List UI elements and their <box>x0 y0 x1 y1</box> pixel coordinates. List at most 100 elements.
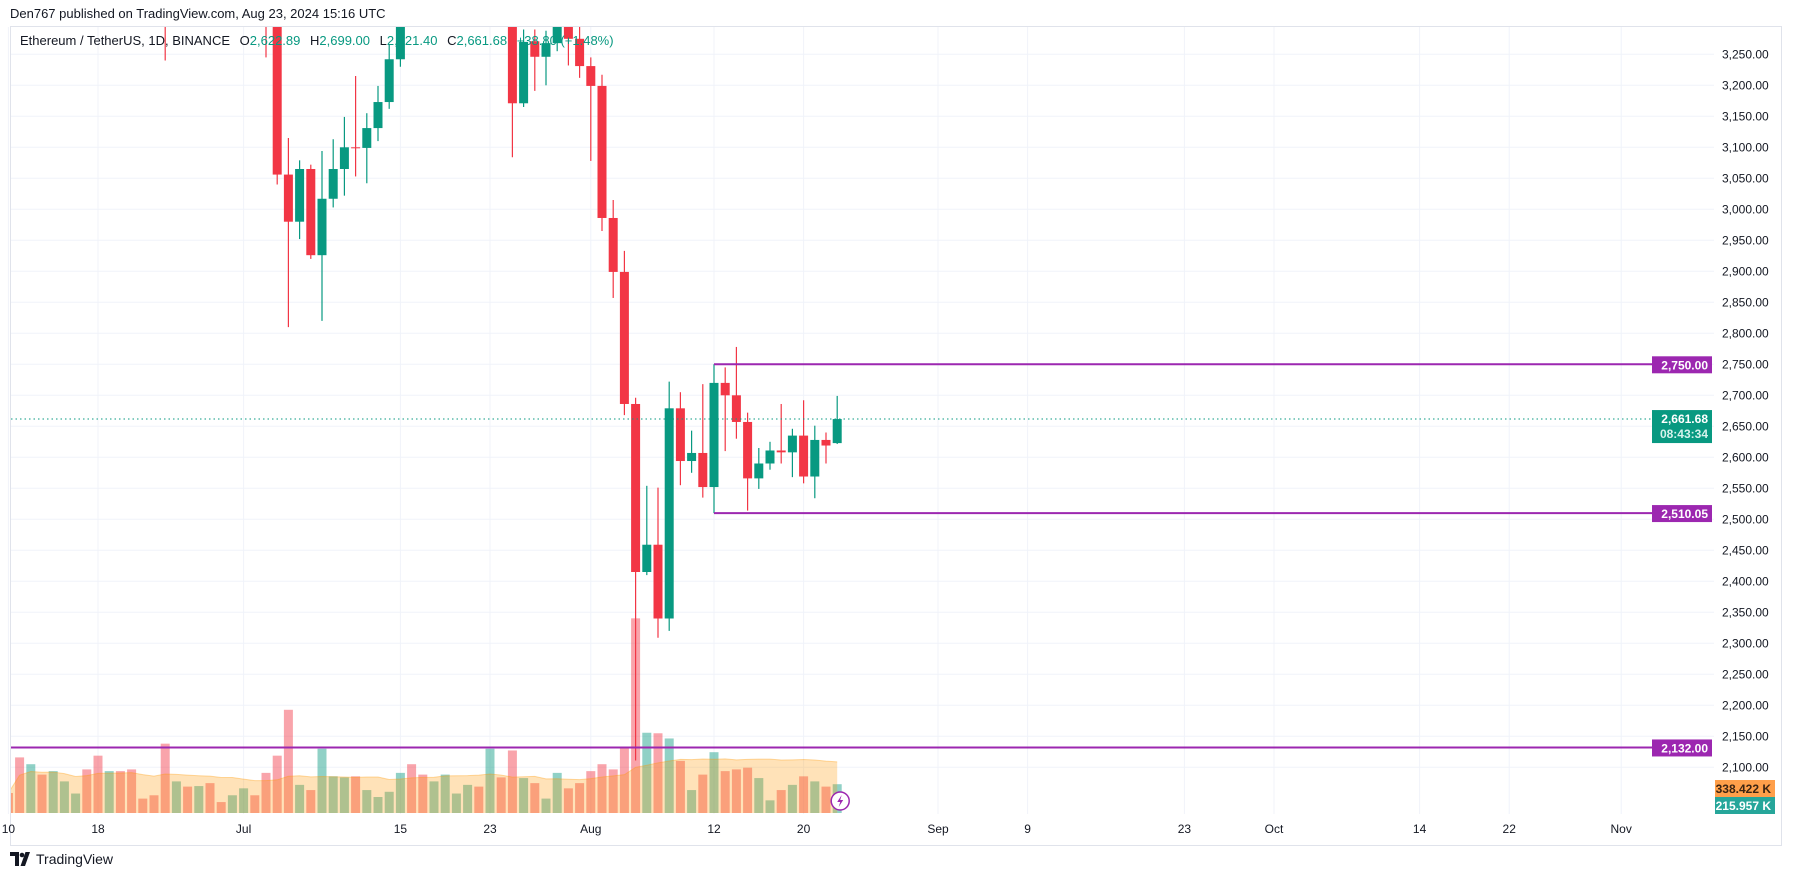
volume-bar <box>810 781 820 813</box>
close-value: 2,661.68 <box>456 33 508 48</box>
lightning-icon-bolt <box>837 795 844 807</box>
volume-bar <box>239 788 249 813</box>
candle <box>306 164 316 259</box>
candle <box>709 364 719 514</box>
volume-bar <box>93 755 103 813</box>
grid-lines <box>7 27 1714 814</box>
time-tick-label: 22 <box>1503 822 1517 836</box>
volume-bar <box>138 798 148 813</box>
volume-bar <box>71 793 81 813</box>
candle-body <box>530 41 540 57</box>
volume-label-text: 215.957 K <box>1716 799 1772 813</box>
current-price-label-text: 2,661.68 <box>1661 412 1708 426</box>
candle <box>265 27 267 58</box>
time-tick-label: 12 <box>707 822 721 836</box>
volume-bar <box>485 748 495 813</box>
volume-bar <box>328 776 338 813</box>
volume-bar <box>362 790 372 813</box>
candle <box>720 367 730 452</box>
price-tick-label: 3,050.00 <box>1722 171 1769 185</box>
symbol-title[interactable]: Ethereum / TetherUS, 1D, BINANCE <box>20 33 231 48</box>
overlays <box>11 363 1652 811</box>
candle <box>743 412 753 511</box>
candle <box>653 487 663 638</box>
volume-bar <box>160 743 170 813</box>
time-tick-label: Nov <box>1611 822 1632 836</box>
price-axis[interactable]: 3,250.00 3,200.00 3,150.00 3,100.00 3,050.00… <box>1722 47 1769 774</box>
time-tick-label: 23 <box>1178 822 1192 836</box>
open-value: 2,622.89 <box>249 33 301 48</box>
time-tick-label: 10 <box>2 822 16 836</box>
high-value: 2,699.00 <box>319 33 370 48</box>
volume-bar <box>776 790 786 813</box>
candle-body <box>608 217 618 272</box>
volume-bar <box>306 790 316 813</box>
candle-body <box>720 382 730 396</box>
candle <box>687 430 697 473</box>
volume-bar <box>507 750 517 813</box>
candle-body <box>563 27 573 39</box>
candle <box>384 44 394 109</box>
level-price-label-text: 2,510.05 <box>1661 507 1708 521</box>
candle-body <box>810 439 820 477</box>
volume-bar <box>765 800 775 813</box>
volume-bar <box>418 774 428 813</box>
volume-bar <box>720 771 730 813</box>
volume-bar <box>37 774 47 813</box>
volume-bar <box>821 786 831 813</box>
candle-body <box>351 147 361 149</box>
candle-body <box>395 27 405 60</box>
candle <box>507 27 517 158</box>
time-axis[interactable]: 10 18 Jul 15 23 Aug 12 20 Sep 9 23 Oct 14 22 Nov <box>2 822 1632 836</box>
volume-bar <box>373 797 383 813</box>
time-tick-label: 9 <box>1024 822 1031 836</box>
volume-bar <box>317 748 327 813</box>
volume-bar <box>608 769 618 813</box>
volume-bar <box>463 784 473 813</box>
candle-body <box>552 27 562 44</box>
volume-ma-area <box>11 758 838 813</box>
candle <box>373 85 383 142</box>
candle <box>631 397 641 761</box>
candle-body <box>731 395 741 422</box>
level-price-label-bg <box>1652 356 1712 374</box>
candle <box>552 27 562 52</box>
volume-bar <box>541 798 551 813</box>
level-price-label-text: 2,132.00 <box>1661 741 1708 755</box>
volume-bars <box>11 618 842 813</box>
chart-pane[interactable] <box>10 26 1782 846</box>
volume-bar <box>407 764 417 813</box>
open-label: O <box>239 33 250 48</box>
volume-bar <box>687 790 697 813</box>
volume-bar <box>351 776 361 813</box>
tradingview-logo[interactable]: TradingView <box>10 851 113 867</box>
candle-body <box>317 198 327 256</box>
volume-bar <box>104 771 114 813</box>
candles <box>164 0 842 761</box>
level-price-label: 2,132.00 <box>1652 739 1712 757</box>
volume-bar <box>395 772 405 813</box>
volume-bar <box>743 767 753 813</box>
level-price-label-bg <box>1652 739 1712 757</box>
time-tick-label: Aug <box>580 822 601 836</box>
low-value: 2,621.40 <box>386 33 438 48</box>
price-tick-label: 2,100.00 <box>1722 760 1769 774</box>
time-tick-label: Sep <box>927 822 949 836</box>
candle <box>698 384 708 498</box>
candle <box>619 250 629 416</box>
volume-bar <box>474 786 484 813</box>
volume-bar <box>698 774 708 813</box>
candle <box>172 0 181 3</box>
volume-bar <box>653 733 663 813</box>
volume-bar <box>440 774 450 813</box>
candle <box>608 200 618 298</box>
candle <box>563 27 573 66</box>
candle <box>821 432 831 464</box>
volume-ma-label: 338.422 K <box>1715 780 1775 797</box>
price-tick-label: 2,850.00 <box>1722 295 1769 309</box>
volume-bar <box>496 777 506 813</box>
price-tick-label: 2,950.00 <box>1722 233 1769 247</box>
candle-body <box>362 128 372 148</box>
volume-ma-label-bg <box>1715 780 1775 797</box>
